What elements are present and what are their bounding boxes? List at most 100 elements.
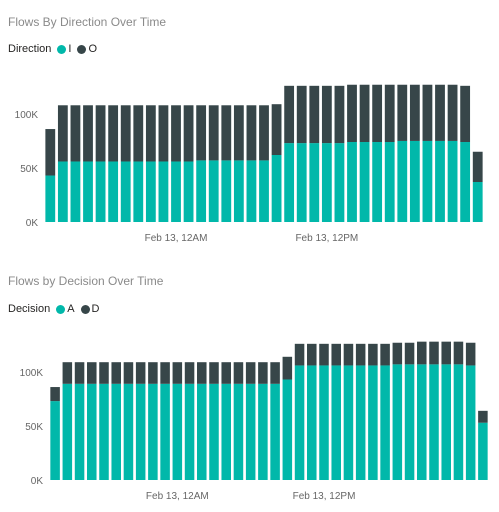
bar-o-14[interactable] xyxy=(221,105,232,161)
bar-a-3[interactable] xyxy=(87,383,97,480)
bar-i-26[interactable] xyxy=(372,142,383,222)
bar-a-6[interactable] xyxy=(123,383,134,480)
bar-a-28[interactable] xyxy=(392,364,403,480)
bar-i-12[interactable] xyxy=(196,160,207,222)
bar-i-3[interactable] xyxy=(83,161,93,222)
bar-i-11[interactable] xyxy=(183,161,194,222)
bar-o-32[interactable] xyxy=(447,84,458,141)
bar-d-2[interactable] xyxy=(74,362,85,384)
bar-o-30[interactable] xyxy=(422,84,433,141)
bar-a-15[interactable] xyxy=(233,383,244,480)
bar-i-13[interactable] xyxy=(208,160,219,222)
bar-o-1[interactable] xyxy=(57,105,68,162)
bar-d-9[interactable] xyxy=(160,362,170,384)
bar-i-5[interactable] xyxy=(108,161,119,222)
bar-a-11[interactable] xyxy=(184,383,195,480)
bar-i-10[interactable] xyxy=(171,161,181,222)
bar-a-25[interactable] xyxy=(355,365,366,480)
bar-a-30[interactable] xyxy=(417,364,427,480)
bar-i-0[interactable] xyxy=(45,175,56,222)
bar-i-7[interactable] xyxy=(133,161,144,222)
bar-o-16[interactable] xyxy=(246,105,257,161)
bar-a-20[interactable] xyxy=(294,365,305,480)
bar-d-20[interactable] xyxy=(294,343,305,366)
bar-i-14[interactable] xyxy=(221,160,232,222)
bar-a-33[interactable] xyxy=(453,364,464,480)
bar-o-9[interactable] xyxy=(158,105,169,162)
bar-a-2[interactable] xyxy=(74,383,85,480)
bar-a-14[interactable] xyxy=(221,383,231,480)
bar-d-18[interactable] xyxy=(270,362,280,384)
bar-a-21[interactable] xyxy=(307,365,317,480)
bar-d-8[interactable] xyxy=(148,362,158,384)
bar-o-33[interactable] xyxy=(460,85,471,143)
bar-i-22[interactable] xyxy=(321,143,332,222)
bar-o-8[interactable] xyxy=(145,105,156,162)
bar-d-23[interactable] xyxy=(331,343,341,366)
bar-chart-plot[interactable]: 0K 50K 100K Feb 13, 12AM Feb 13, 12PM xyxy=(0,258,499,512)
bar-i-31[interactable] xyxy=(435,140,445,222)
bar-o-3[interactable] xyxy=(83,105,93,162)
bar-o-31[interactable] xyxy=(435,84,445,141)
bar-d-24[interactable] xyxy=(343,343,354,366)
bar-d-13[interactable] xyxy=(209,362,219,384)
bar-d-34[interactable] xyxy=(465,342,476,366)
bar-a-23[interactable] xyxy=(331,365,341,480)
bar-o-27[interactable] xyxy=(384,84,395,143)
bar-d-32[interactable] xyxy=(441,341,451,365)
bar-chart-plot[interactable]: 0K 50K 100K Feb 13, 12AM Feb 13, 12PM xyxy=(0,0,499,256)
bar-a-17[interactable] xyxy=(258,383,268,480)
bar-d-11[interactable] xyxy=(184,362,195,384)
bar-o-10[interactable] xyxy=(171,105,181,162)
bar-o-11[interactable] xyxy=(183,105,194,162)
legend-item-d[interactable]: D xyxy=(80,303,99,315)
bar-a-27[interactable] xyxy=(380,365,390,480)
bar-d-31[interactable] xyxy=(429,341,439,365)
bar-a-8[interactable] xyxy=(148,383,158,480)
bar-o-15[interactable] xyxy=(233,105,244,161)
bar-i-32[interactable] xyxy=(447,140,458,222)
bar-i-29[interactable] xyxy=(409,140,420,222)
bar-d-6[interactable] xyxy=(123,362,134,384)
legend-item-a[interactable]: A xyxy=(56,303,75,315)
bar-i-24[interactable] xyxy=(347,142,357,222)
bar-i-34[interactable] xyxy=(472,182,483,222)
bar-a-1[interactable] xyxy=(62,383,73,480)
bar-d-0[interactable] xyxy=(50,387,60,402)
bar-i-15[interactable] xyxy=(233,160,244,222)
bar-i-21[interactable] xyxy=(309,143,320,222)
bar-d-15[interactable] xyxy=(233,362,244,384)
bar-d-30[interactable] xyxy=(417,341,427,365)
bar-d-19[interactable] xyxy=(282,356,293,380)
bar-a-16[interactable] xyxy=(245,383,256,480)
bar-d-4[interactable] xyxy=(99,362,109,384)
bar-o-18[interactable] xyxy=(271,104,282,155)
bar-a-24[interactable] xyxy=(343,365,354,480)
bar-o-7[interactable] xyxy=(133,105,144,162)
bar-a-5[interactable] xyxy=(111,383,121,480)
bar-d-25[interactable] xyxy=(355,343,366,366)
bar-o-6[interactable] xyxy=(120,105,131,162)
bar-i-33[interactable] xyxy=(460,142,471,222)
bar-i-19[interactable] xyxy=(284,143,295,222)
bar-o-12[interactable] xyxy=(196,105,207,161)
bar-a-31[interactable] xyxy=(429,364,439,480)
bar-o-29[interactable] xyxy=(409,84,420,141)
bar-i-23[interactable] xyxy=(334,143,345,222)
legend-item-i[interactable]: I xyxy=(57,43,71,55)
bar-o-20[interactable] xyxy=(296,85,307,144)
bar-i-1[interactable] xyxy=(57,161,68,222)
bar-o-26[interactable] xyxy=(372,84,383,143)
bar-i-17[interactable] xyxy=(259,160,269,222)
bar-d-17[interactable] xyxy=(258,362,268,384)
bar-a-26[interactable] xyxy=(368,365,378,480)
bar-i-18[interactable] xyxy=(271,154,282,222)
bar-d-16[interactable] xyxy=(245,362,256,384)
bar-o-4[interactable] xyxy=(95,105,106,162)
chart-legend[interactable]: Direction I O xyxy=(8,43,99,55)
bar-a-10[interactable] xyxy=(172,383,183,480)
bar-d-21[interactable] xyxy=(307,343,317,366)
bar-o-24[interactable] xyxy=(347,84,357,143)
bar-d-7[interactable] xyxy=(135,362,146,384)
bar-a-0[interactable] xyxy=(50,401,60,480)
